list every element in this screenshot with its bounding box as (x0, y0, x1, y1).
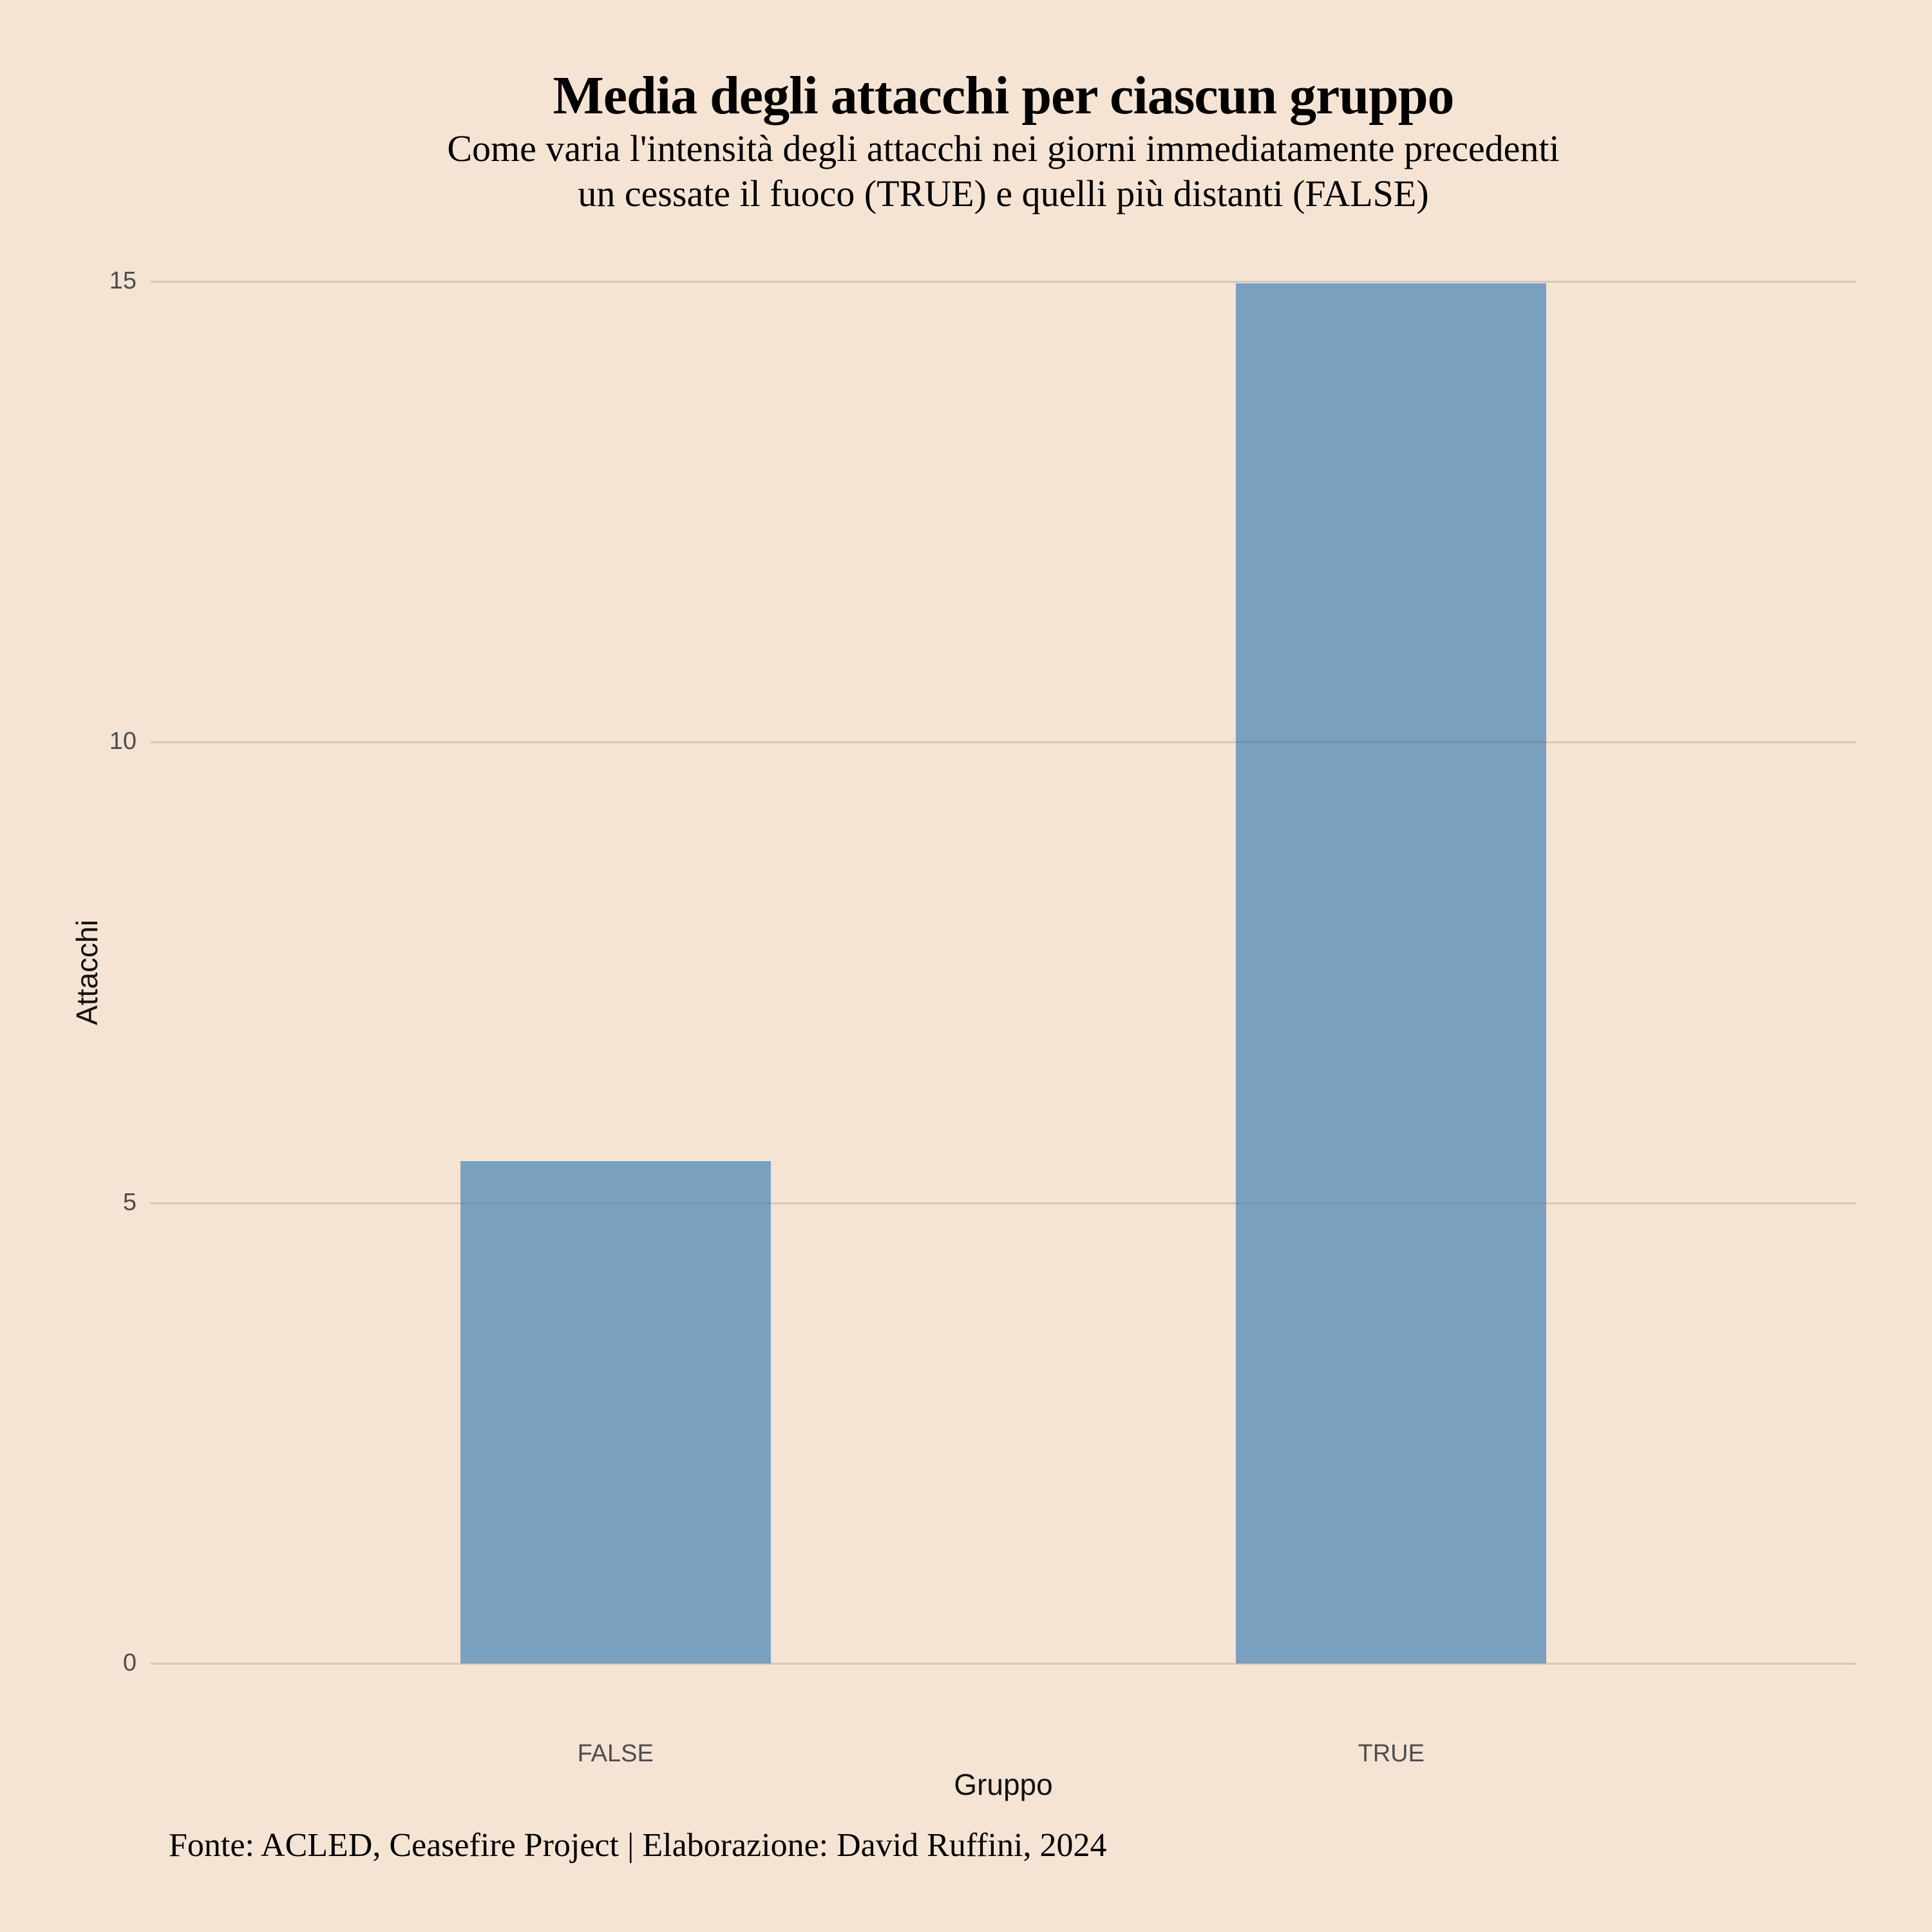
chart-title: Media degli attacchi per ciascun gruppo (553, 66, 1454, 126)
x-tick-label-true: TRUE (1358, 1740, 1425, 1767)
bar-true (1236, 283, 1547, 1663)
chart-subtitle: Come varia l'intensità degli attacchi ne… (150, 126, 1857, 216)
chart-subtitle-line-1: Come varia l'intensità degli attacchi ne… (447, 128, 1560, 169)
gridline-y-0 (150, 1663, 1857, 1665)
gridline-y-10 (150, 741, 1857, 744)
gridline-y-15 (150, 281, 1857, 283)
gridline-y-5 (150, 1202, 1857, 1204)
y-axis-title: Attacchi (70, 920, 104, 1025)
y-tick-label-5: 5 (122, 1188, 137, 1216)
x-tick-label-false: FALSE (577, 1740, 654, 1767)
y-tick-label-15: 15 (109, 267, 137, 294)
chart-caption: Fonte: ACLED, Ceasefire Project | Elabor… (169, 1827, 1107, 1864)
chart-subtitle-line-2: un cessate il fuoco (TRUE) e quelli più … (578, 172, 1429, 214)
y-tick-label-10: 10 (109, 728, 137, 755)
x-axis-title: Gruppo (954, 1768, 1053, 1801)
bar-false (460, 1161, 771, 1663)
y-tick-label-0: 0 (122, 1649, 137, 1676)
plot-panel (150, 281, 1857, 1665)
